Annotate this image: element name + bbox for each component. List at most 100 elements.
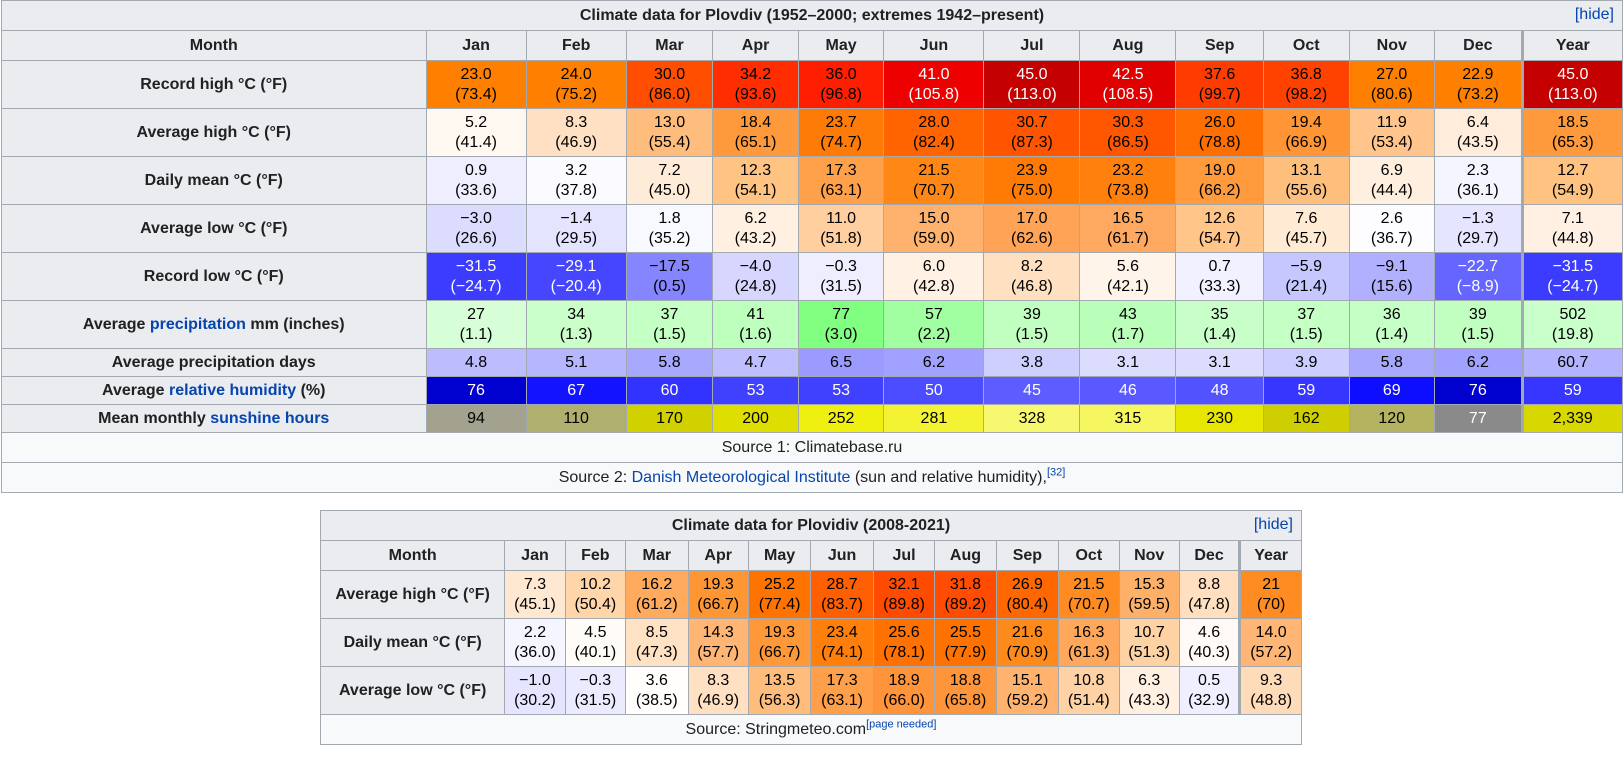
value-secondary: (29.5) <box>555 229 598 247</box>
row-label: Record low °C (°F) <box>1 252 427 301</box>
value-celsius: −3.0 <box>460 209 492 227</box>
row-label: Average precipitation mm (inches) <box>1 300 427 349</box>
value-celsius: 42.5 <box>1112 65 1144 83</box>
value-cell: 0.5 (32.9) <box>1178 666 1241 715</box>
value-cell: 8.3 (46.9) <box>525 108 627 157</box>
value-celsius: 19.4 <box>1290 113 1322 131</box>
value-cell: −1.4 (29.5) <box>525 204 627 253</box>
value-celsius: 7.3 <box>523 575 547 593</box>
value-secondary: (29.7) <box>1456 229 1499 247</box>
value-secondary: (1.3) <box>559 325 593 343</box>
value-celsius: −1.3 <box>1462 209 1494 227</box>
table2-caption: Climate data for Plovidiv (2008-2021) [h… <box>320 510 1302 541</box>
value-celsius: 11.0 <box>826 209 857 227</box>
value-celsius: 0.7 <box>1208 257 1231 275</box>
row-label-prefix: Average <box>82 315 150 333</box>
value-celsius: 59 <box>1563 381 1582 399</box>
value-celsius: 16.3 <box>1073 623 1105 641</box>
value-cell: 26.0 (78.8) <box>1175 108 1264 157</box>
value-celsius: 53 <box>832 381 850 399</box>
value-cell: 39 (1.5) <box>983 300 1081 349</box>
value-secondary: (35.2) <box>648 229 691 247</box>
value-secondary: (99.7) <box>1198 85 1241 103</box>
value-cell: 15.3 (59.5) <box>1118 570 1180 619</box>
value-celsius: 36.8 <box>1290 65 1322 83</box>
value-celsius: 10.8 <box>1073 671 1105 689</box>
value-celsius: 25.5 <box>949 623 982 641</box>
value-cell: 30.7 (87.3) <box>983 108 1081 157</box>
value-cell: 67 <box>525 376 627 405</box>
row-label-link[interactable]: precipitation <box>149 315 246 333</box>
value-secondary: (75.2) <box>555 85 598 103</box>
table1-hide-toggle[interactable]: [hide] <box>1574 6 1614 23</box>
row-label-suffix: mm (inches) <box>245 315 345 333</box>
value-celsius: −0.3 <box>825 257 857 275</box>
value-cell: 48 <box>1175 376 1264 405</box>
row-label-link[interactable]: relative humidity <box>169 381 297 399</box>
value-cell: 17.3 (63.1) <box>797 156 885 205</box>
value-cell: 23.0 (73.4) <box>425 60 527 109</box>
value-celsius: 48 <box>1210 381 1229 399</box>
value-secondary: (61.2) <box>635 595 678 613</box>
value-cell: −4.0 (24.8) <box>712 252 799 301</box>
month-header-mar: Mar <box>625 540 689 571</box>
value-celsius: 3.1 <box>1208 353 1231 371</box>
value-celsius: 2.3 <box>1466 161 1489 179</box>
reference-32-link[interactable]: [32] <box>1046 466 1066 479</box>
value-celsius: 6.2 <box>922 353 946 371</box>
value-celsius: 12.7 <box>1557 161 1589 179</box>
value-cell: 43 (1.7) <box>1079 300 1177 349</box>
value-secondary: (56.3) <box>758 691 801 709</box>
value-celsius: 14.0 <box>1255 623 1287 641</box>
value-cell: 69 <box>1348 376 1436 405</box>
value-secondary: (78.1) <box>883 643 925 661</box>
value-secondary: (1.5) <box>1015 325 1049 343</box>
value-cell: 45 <box>983 376 1081 405</box>
month-header-apr: Apr <box>712 30 799 61</box>
value-celsius: −31.5 <box>1552 257 1594 275</box>
value-secondary: (73.2) <box>1456 85 1499 103</box>
dmi-link[interactable]: Danish Meteorological Institute <box>631 468 851 486</box>
value-celsius: 17.3 <box>825 161 857 179</box>
row-label-link[interactable]: sunshine hours <box>210 409 330 427</box>
value-cell: 28.0 (82.4) <box>883 108 985 157</box>
value-secondary: (61.3) <box>1067 643 1110 661</box>
value-cell: 19.3 (66.7) <box>747 618 812 667</box>
value-celsius: 3.8 <box>1020 353 1044 371</box>
value-cell: 76 <box>425 376 527 405</box>
value-secondary: (70.9) <box>1006 643 1049 661</box>
value-cell: 21 (70) <box>1238 570 1302 619</box>
value-celsius: 3.6 <box>645 671 668 689</box>
table2-hide-toggle[interactable]: [hide] <box>1253 516 1293 533</box>
value-secondary: (65.8) <box>944 691 987 709</box>
value-celsius: −29.1 <box>555 257 597 275</box>
value-cell: 502 (19.8) <box>1520 300 1624 349</box>
value-cell: 76 <box>1434 376 1523 405</box>
value-secondary: (31.5) <box>820 277 862 295</box>
value-cell: −3.0 (26.6) <box>425 204 527 253</box>
value-cell: 315 <box>1079 404 1177 433</box>
value-cell: 6.2 (43.2) <box>712 204 799 253</box>
value-celsius: 30.0 <box>653 65 686 83</box>
value-cell: 41 (1.6) <box>712 300 799 349</box>
value-celsius: 17.0 <box>1016 209 1048 227</box>
value-cell: 28.7 (83.7) <box>810 570 874 619</box>
value-celsius: 5.6 <box>1116 257 1140 275</box>
value-celsius: 6.3 <box>1138 671 1161 689</box>
value-secondary: (45.0) <box>648 181 691 199</box>
value-celsius: 8.3 <box>707 671 730 689</box>
value-cell: 5.6 (42.1) <box>1079 252 1177 301</box>
value-celsius: 21 <box>1262 575 1281 593</box>
value-cell: 0.9 (33.6) <box>425 156 527 205</box>
value-cell: 27.0 (80.6) <box>1348 60 1436 109</box>
value-celsius: 4.8 <box>464 353 488 371</box>
table-row: Average precipitation days 4.8 5.1 5.8 4.7 6.… <box>1 348 1624 377</box>
value-cell: 37 (1.5) <box>625 300 714 349</box>
value-cell: 18.4 (65.1) <box>712 108 799 157</box>
row-label: Daily mean °C (°F) <box>1 156 427 205</box>
value-secondary: (−24.7) <box>450 277 502 295</box>
value-secondary: (15.6) <box>1370 277 1413 295</box>
value-secondary: (19.8) <box>1551 325 1594 343</box>
page-needed-link[interactable]: [page needed] <box>866 718 937 731</box>
value-celsius: 35 <box>1210 305 1229 323</box>
